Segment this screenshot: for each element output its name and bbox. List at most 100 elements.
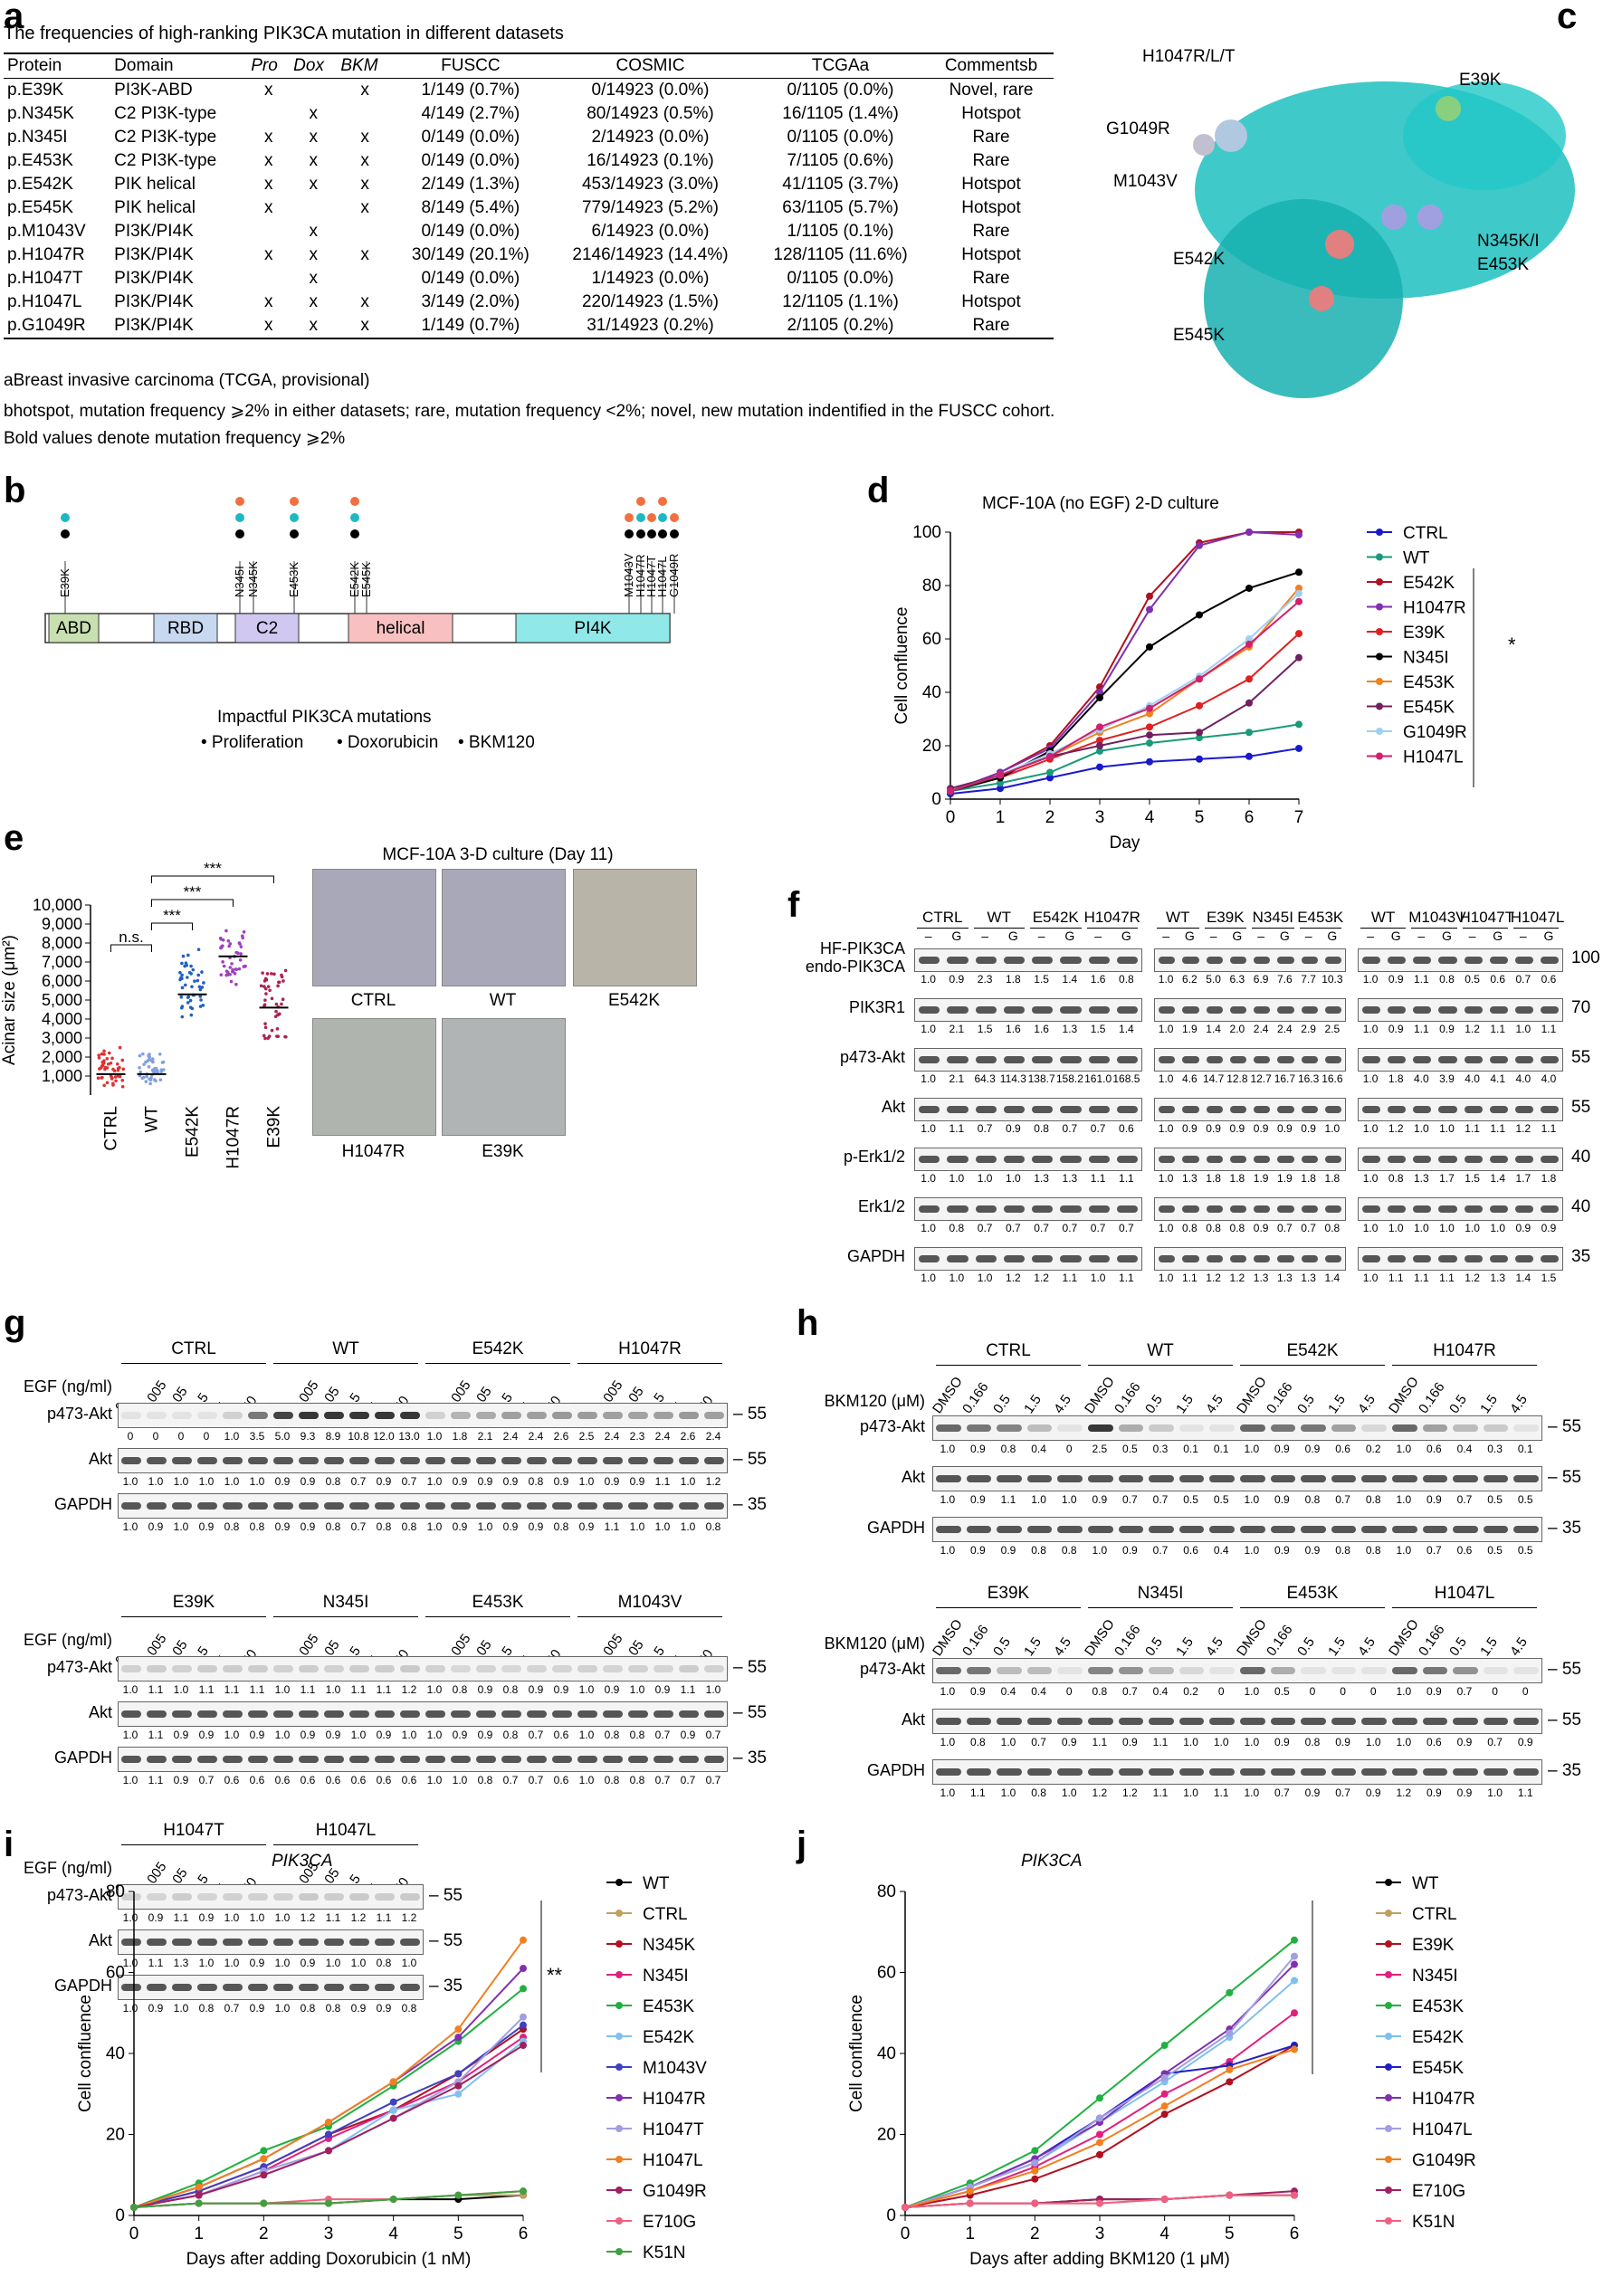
band — [324, 1665, 344, 1672]
quant-value: 0.9 — [1335, 1736, 1350, 1748]
band — [1513, 1718, 1539, 1725]
lane-group-line — [1088, 1607, 1233, 1608]
band — [375, 1893, 395, 1901]
lane-group-label: WT — [987, 909, 1011, 926]
band — [1483, 1718, 1509, 1725]
quant-value: 0.4 — [1213, 1544, 1229, 1557]
band — [1388, 1156, 1407, 1163]
blot-strip — [1358, 1247, 1563, 1271]
band — [527, 1502, 547, 1510]
data-point — [1291, 1977, 1298, 1985]
band — [223, 1710, 243, 1718]
blot-row-label: Akt — [88, 1450, 112, 1468]
table-cell: 2/1105 (0.2%) — [751, 314, 930, 339]
data-point — [1295, 568, 1302, 576]
scatter-point — [270, 996, 274, 1001]
quant-value: 0 — [1369, 1685, 1377, 1698]
quant-value: 1.1 — [680, 1683, 696, 1696]
band — [1489, 1106, 1508, 1113]
scatter-point — [198, 987, 203, 992]
sig-bracket-e542k-label: *** — [163, 907, 181, 924]
band — [1116, 1156, 1138, 1163]
quant-value: 1.1 — [1413, 1272, 1429, 1284]
band — [501, 1457, 521, 1464]
scatter-point — [110, 1077, 114, 1081]
dose-label: 4.5 — [1507, 1634, 1531, 1659]
quant-value: 1.1 — [1541, 1023, 1557, 1035]
scatter-point — [237, 967, 242, 971]
mutation-dot-proliferation — [658, 529, 667, 538]
band — [1422, 1424, 1448, 1432]
scatter-point — [190, 985, 194, 989]
quant-value: 0.8 — [604, 1774, 620, 1786]
scatter-point — [100, 1052, 104, 1056]
band — [552, 1502, 572, 1510]
band — [1159, 1156, 1176, 1163]
band — [1331, 1667, 1357, 1674]
data-point — [1096, 2199, 1103, 2207]
band — [273, 1502, 293, 1510]
table-cell — [290, 79, 337, 103]
band — [966, 1718, 992, 1725]
y-tick-label: 8,000 — [42, 934, 82, 952]
table-cell: p.N345K — [7, 104, 74, 123]
data-point — [1291, 2045, 1298, 2053]
quant-value: 1.8 — [452, 1430, 468, 1443]
photo-caption-h1047r: H1047R — [341, 1142, 406, 1161]
band — [299, 1457, 319, 1464]
quant-value: 0.9 — [249, 2002, 265, 2015]
data-point — [520, 1936, 527, 1944]
table-cell: Rare — [972, 151, 1010, 170]
band — [1057, 1718, 1083, 1725]
dose-label: 4.5 — [1507, 1392, 1531, 1416]
domain-label: C2 — [256, 619, 278, 638]
scatter-point — [224, 969, 229, 973]
band — [1229, 1006, 1246, 1014]
band — [1270, 1667, 1296, 1674]
quant-value: 0.8 — [1324, 1222, 1341, 1234]
data-point — [1146, 643, 1153, 651]
lane-group-label: N345I — [1137, 1584, 1184, 1603]
series-line-e39k — [904, 2044, 1295, 2209]
band — [1438, 1006, 1457, 1014]
band — [1453, 1526, 1478, 1533]
quant-value: 0.6 — [1183, 1544, 1198, 1557]
quant-value: 158.2 — [1055, 1072, 1083, 1085]
quant-value: 0.9 — [528, 1683, 544, 1696]
quant-value: 1.2 — [1229, 1272, 1245, 1284]
y-tick-label: 80 — [106, 1882, 125, 1901]
band — [147, 1710, 167, 1718]
quant-value: 0 — [1065, 1443, 1073, 1455]
quant-value: 0.8 — [1182, 1222, 1197, 1234]
band — [679, 1412, 699, 1419]
dose-label: 1.5 — [1476, 1392, 1501, 1416]
band — [1362, 1056, 1381, 1063]
quant-value: 1.0 — [1158, 1122, 1174, 1135]
quant-value: 0.9 — [1006, 1122, 1021, 1135]
band — [1057, 1667, 1083, 1674]
band — [1361, 1526, 1387, 1533]
blot-row-label: p473-Akt — [839, 1048, 905, 1066]
band — [1003, 1205, 1025, 1213]
band — [947, 1006, 968, 1014]
quant-value: 1.0 — [940, 1493, 956, 1506]
quant-value: 1.7 — [1515, 1172, 1531, 1185]
quant-value: 0.9 — [949, 973, 965, 986]
mutation-dot-doxorubicin — [647, 513, 656, 522]
legend-marker — [1376, 752, 1383, 760]
quant-value: 1.0 — [1487, 1786, 1503, 1799]
lane-group-label: M1043V — [617, 1593, 682, 1612]
band — [172, 1665, 192, 1672]
scatter-point — [180, 1015, 185, 1019]
quant-value: 0.5 — [1122, 1443, 1138, 1455]
band — [1178, 1526, 1205, 1533]
data-point — [1096, 2094, 1103, 2102]
struct-label-e39k: E39K — [1459, 71, 1502, 90]
mw-marker: – 55 — [1548, 1660, 1581, 1679]
quant-value: 1.1 — [376, 1911, 392, 1924]
quant-value: 0.7 — [1090, 1122, 1106, 1135]
lane-mark: – — [924, 929, 932, 943]
series-line-wt — [949, 723, 1300, 793]
quant-value: 0.9 — [502, 1520, 519, 1533]
